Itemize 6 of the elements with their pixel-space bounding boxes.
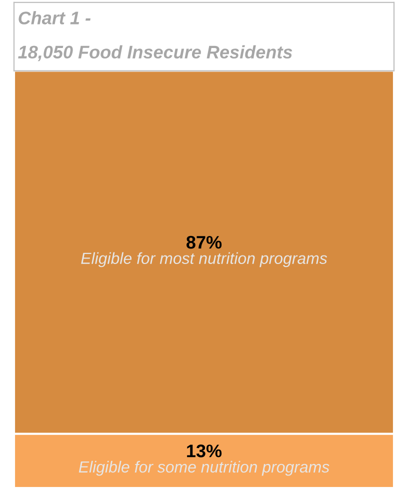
series-label: Eligible for most nutrition programs bbox=[81, 252, 328, 268]
chart-title: Chart 1 - bbox=[18, 11, 91, 24]
chart-subtitle: 18,050 Food Insecure Residents bbox=[18, 45, 292, 62]
data-label: 87% bbox=[186, 236, 222, 249]
series-label: Eligible for some nutrition programs bbox=[78, 460, 330, 476]
data-label: 13% bbox=[187, 444, 222, 458]
